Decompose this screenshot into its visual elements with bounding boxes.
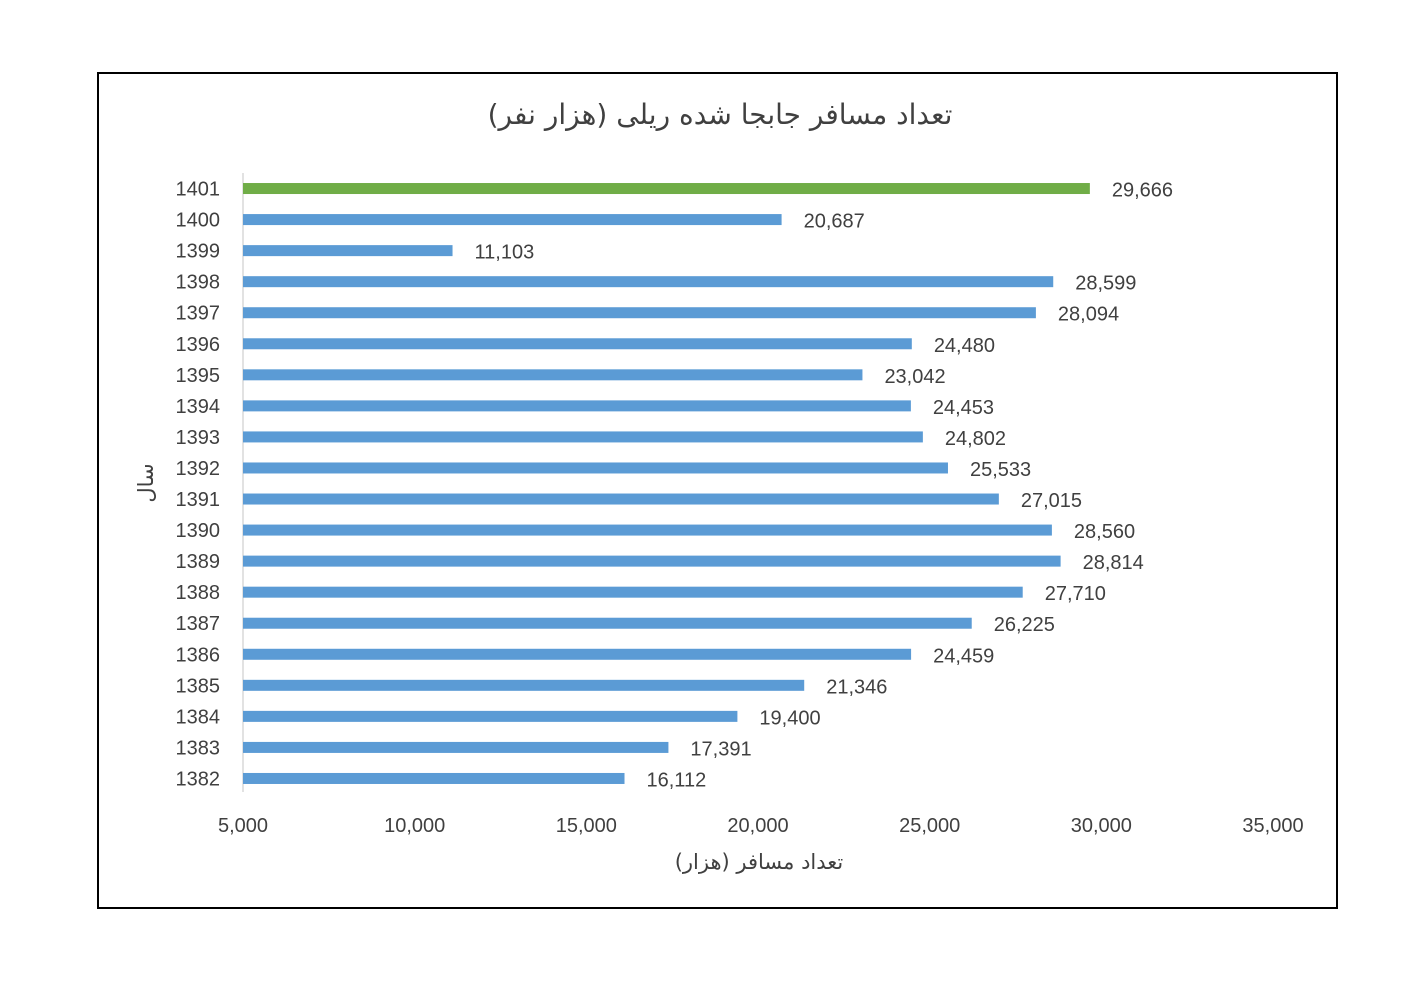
data-label-1396: 24,480	[934, 335, 995, 357]
bar-1394	[243, 400, 911, 412]
data-label-1401: 29,666	[1112, 180, 1173, 202]
data-label-1387: 26,225	[994, 614, 1055, 636]
x-axis-title: تعداد مسافر (هزار)	[675, 850, 844, 874]
y-axis-title: سال	[134, 463, 158, 502]
x-tick-label: 5,000	[218, 815, 268, 837]
y-tick-label: 1396	[176, 334, 221, 356]
data-label-1392: 25,533	[970, 459, 1031, 481]
y-tick-label: 1387	[176, 613, 221, 635]
bar-1384	[243, 710, 738, 722]
bar-1387	[243, 617, 972, 629]
y-tick-label: 1384	[176, 706, 221, 728]
bar-1391	[243, 493, 999, 505]
bars: 1401 29,666 1400 20,687 1399 11,103 1398 28,599…	[176, 179, 1174, 792]
data-label-1388: 27,710	[1045, 583, 1106, 605]
bar-1392	[243, 462, 948, 474]
y-tick-label: 1388	[176, 582, 221, 604]
data-label-1383: 17,391	[690, 738, 751, 760]
data-label-1385: 21,346	[826, 676, 887, 698]
y-tick-label: 1389	[176, 551, 221, 573]
data-label-1382: 16,112	[647, 769, 707, 791]
bar-1382	[243, 772, 625, 784]
data-label-1395: 23,042	[884, 366, 945, 388]
x-tick-label: 25,000	[899, 815, 960, 837]
bar-1400	[243, 214, 782, 226]
data-label-1391: 27,015	[1021, 490, 1082, 512]
y-tick-label: 1399	[176, 241, 221, 263]
x-tick-label: 35,000	[1242, 815, 1303, 837]
x-tick-label: 30,000	[1071, 815, 1132, 837]
y-tick-label: 1390	[176, 520, 221, 542]
x-tick-label: 20,000	[727, 815, 788, 837]
y-tick-label: 1392	[176, 458, 221, 480]
chart-frame: تعداد مسافر جابجا شده ریلی (هزار نفر) سا…	[97, 72, 1338, 909]
bar-chart: تعداد مسافر جابجا شده ریلی (هزار نفر) سا…	[134, 98, 1304, 874]
y-tick-label: 1400	[176, 210, 221, 232]
chart-title: تعداد مسافر جابجا شده ریلی (هزار نفر)	[488, 98, 953, 131]
y-tick-label: 1401	[176, 179, 221, 201]
bar-1389	[243, 555, 1061, 567]
y-tick-label: 1393	[176, 427, 221, 449]
y-tick-label: 1382	[176, 768, 221, 790]
bar-1393	[243, 431, 923, 443]
x-tick-label: 10,000	[384, 815, 445, 837]
data-label-1400: 20,687	[804, 211, 865, 233]
y-tick-label: 1383	[176, 737, 221, 759]
bar-1396	[243, 338, 912, 350]
bar-1401	[243, 183, 1090, 195]
y-tick-label: 1397	[176, 303, 221, 325]
y-tick-label: 1398	[176, 272, 221, 294]
bar-1395	[243, 369, 863, 381]
bar-1398	[243, 276, 1054, 288]
data-label-1397: 28,094	[1058, 304, 1119, 326]
bar-1386	[243, 648, 912, 660]
y-tick-label: 1385	[176, 675, 221, 697]
x-tick-label: 15,000	[556, 815, 617, 837]
bar-1399	[243, 245, 453, 257]
data-label-1389: 28,814	[1083, 552, 1144, 574]
bar-1385	[243, 679, 805, 691]
data-label-1386: 24,459	[933, 645, 994, 667]
y-tick-label: 1391	[176, 489, 221, 511]
bar-1397	[243, 307, 1036, 319]
data-label-1394: 24,453	[933, 397, 994, 419]
bar-1383	[243, 741, 669, 753]
data-label-1398: 28,599	[1075, 273, 1136, 295]
data-label-1393: 24,802	[945, 428, 1006, 450]
y-tick-label: 1394	[176, 396, 221, 418]
x-axis-ticks: 5,000 10,000 15,000 20,000 25,000 30,000 35,00…	[218, 815, 1304, 837]
bar-1390	[243, 524, 1052, 536]
data-label-1390: 28,560	[1074, 521, 1135, 543]
data-label-1384: 19,400	[759, 707, 820, 729]
y-tick-label: 1386	[176, 644, 221, 666]
bar-1388	[243, 586, 1023, 598]
data-label-1399: 11,103	[475, 242, 535, 264]
y-tick-label: 1395	[176, 365, 221, 387]
